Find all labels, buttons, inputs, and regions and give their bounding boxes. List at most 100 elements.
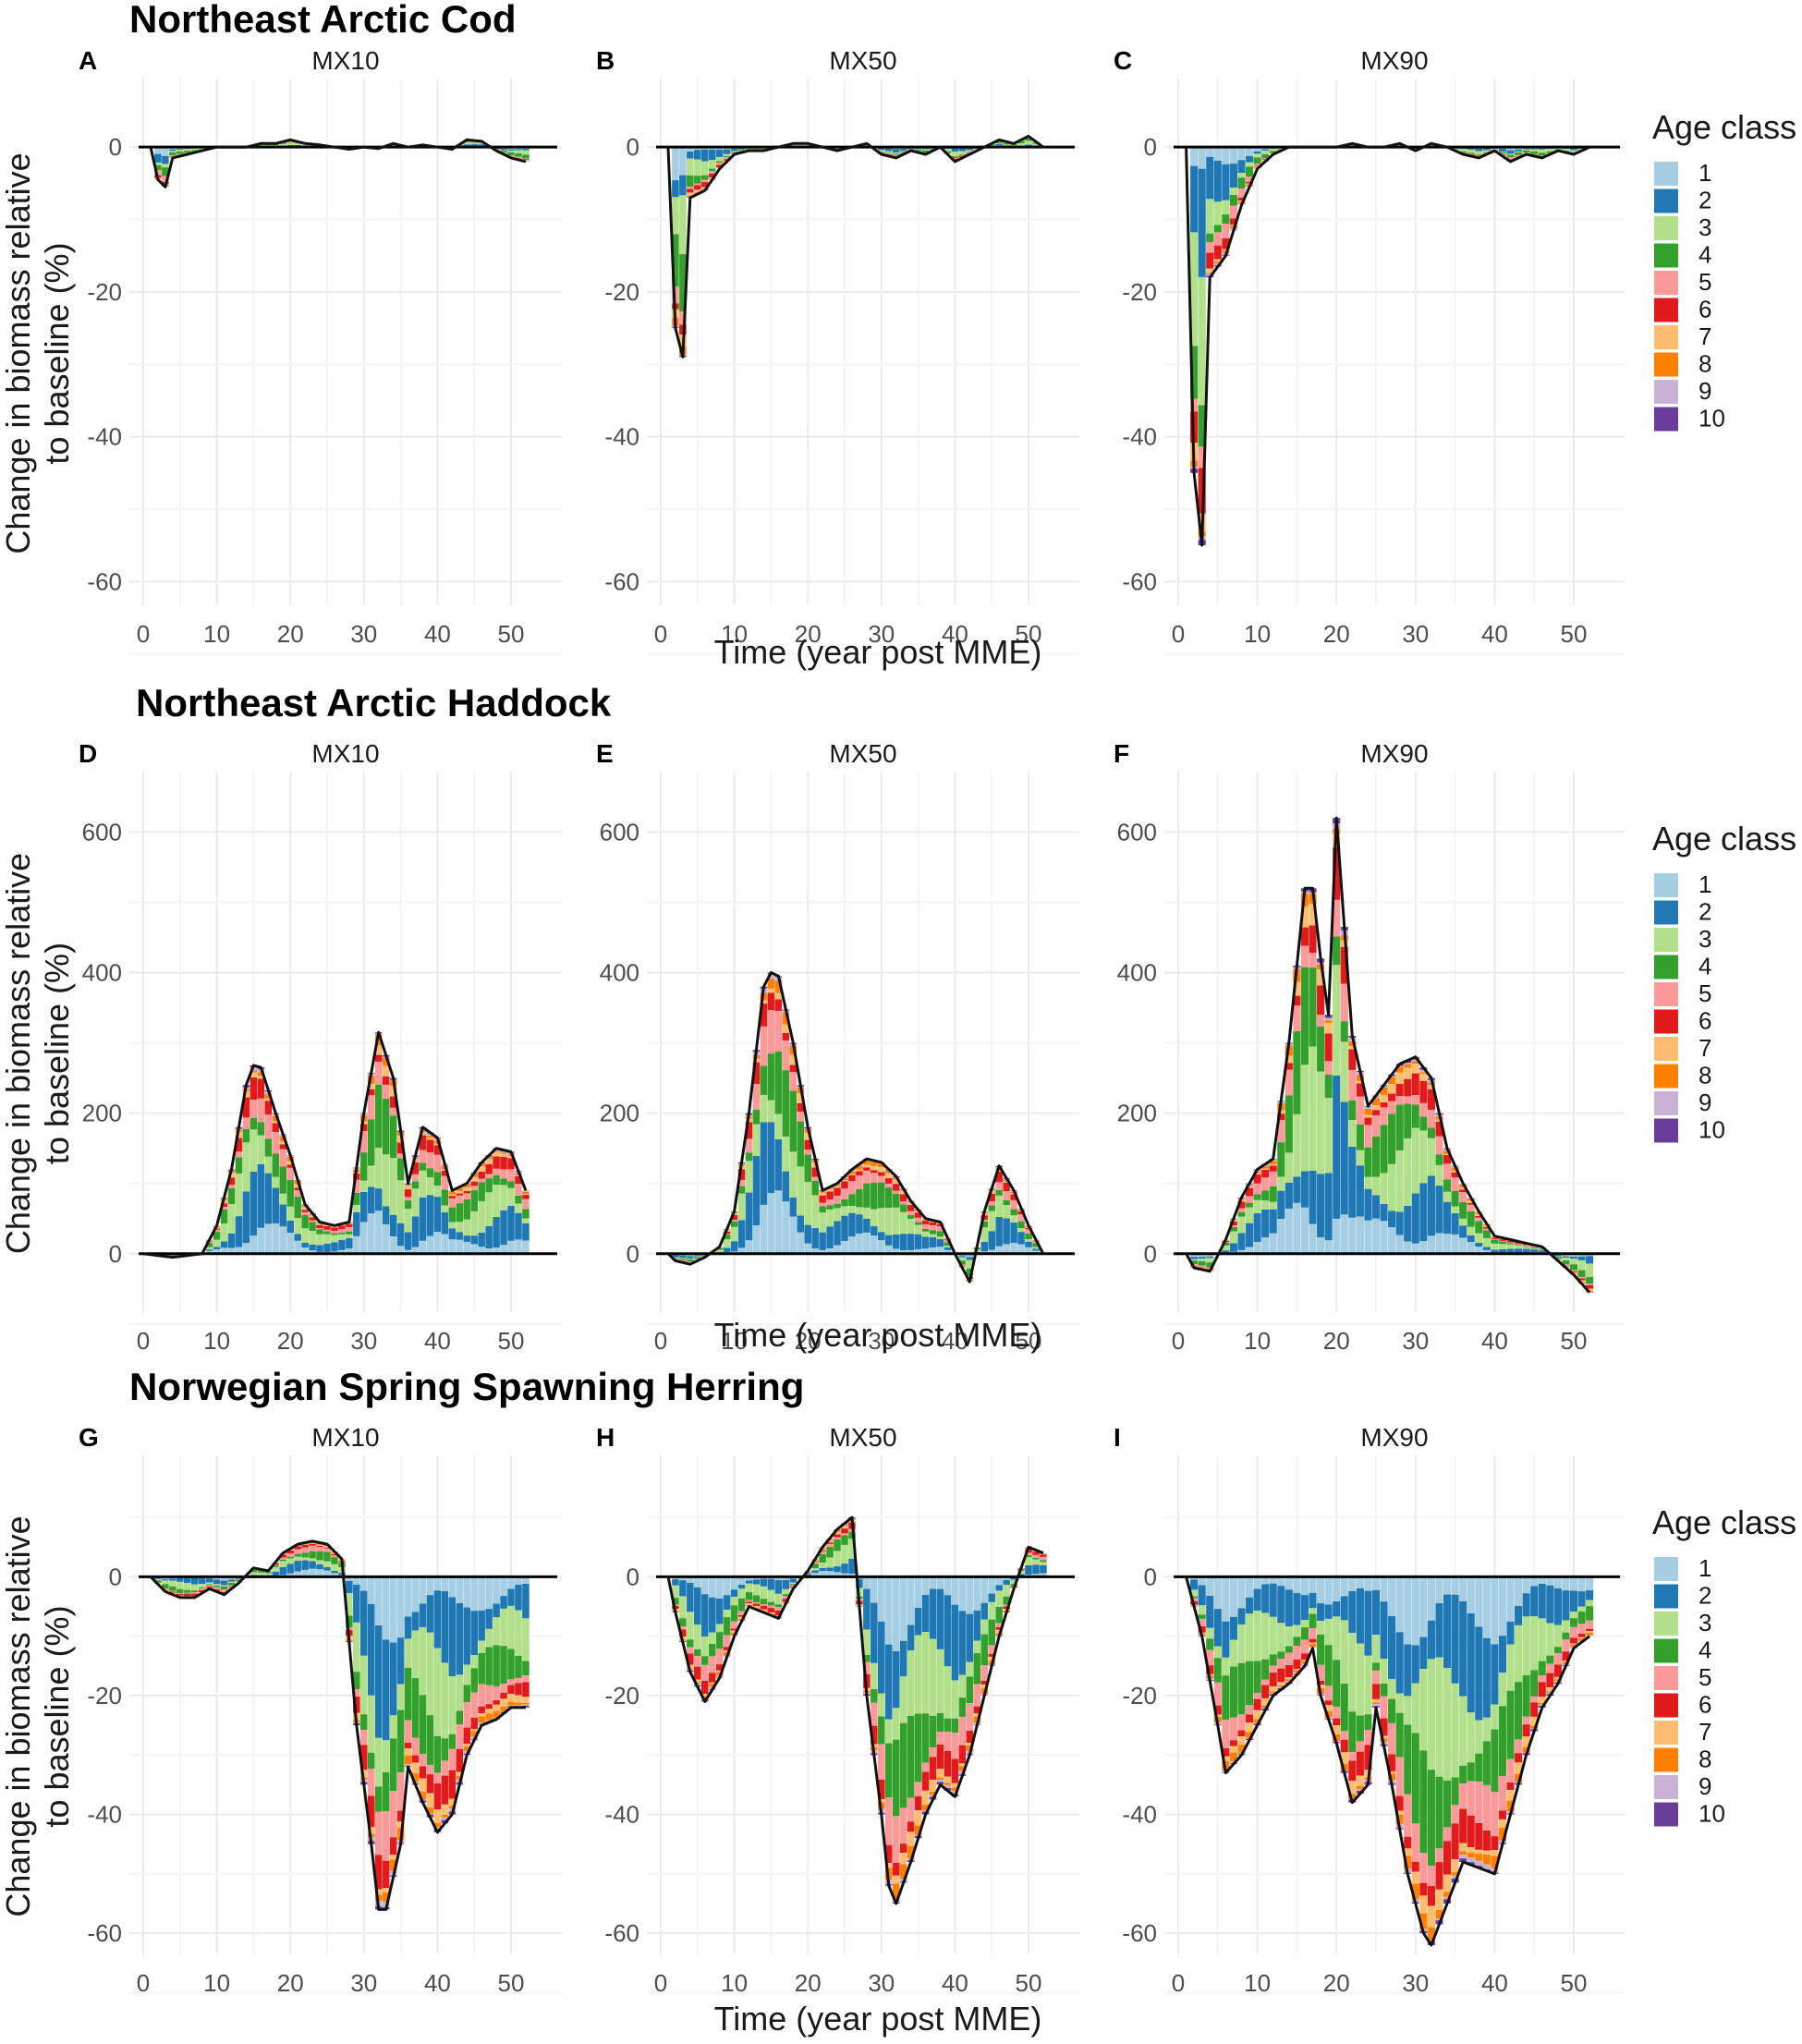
y-tick-label: -40 <box>87 423 122 451</box>
age-bar-segment <box>708 149 716 161</box>
age-bar-segment <box>737 1220 746 1248</box>
age-bar-segment <box>1380 1659 1388 1684</box>
age-bar-segment <box>1293 995 1301 1006</box>
age-bar-segment <box>1309 1643 1317 1648</box>
age-bar-segment <box>500 1169 507 1179</box>
age-bar-segment <box>448 1748 457 1770</box>
age-bar-segment <box>871 1662 878 1690</box>
age-bar-segment <box>411 1678 420 1738</box>
age-bar-segment <box>279 1149 287 1167</box>
age-bar-segment <box>404 1638 412 1668</box>
age-bar-segment <box>507 1187 515 1206</box>
age-bar-segment <box>694 1656 701 1667</box>
age-bar-segment <box>1435 1154 1443 1165</box>
age-bar-segment <box>958 151 967 154</box>
age-bar-segment <box>715 1576 724 1599</box>
age-bar-segment <box>884 1644 893 1720</box>
age-bar-segment <box>1245 1613 1254 1661</box>
age-bar-segment <box>899 1211 907 1235</box>
age-bar-segment <box>507 1205 515 1241</box>
age-bar-segment <box>811 1180 819 1196</box>
age-bar-segment <box>1269 1673 1277 1686</box>
age-bar-segment <box>1356 1751 1364 1776</box>
age-bar-segment <box>396 1709 405 1773</box>
age-bar-segment <box>1348 1146 1357 1218</box>
age-bar-segment <box>715 1632 724 1649</box>
age-bar-segment <box>220 1576 228 1581</box>
age-bar-segment <box>1467 1242 1475 1254</box>
age-bar-segment <box>789 1585 798 1588</box>
age-bar-segment <box>700 161 709 176</box>
age-bar-segment <box>1530 1576 1539 1587</box>
age-bar-segment <box>804 1182 811 1225</box>
age-bar-segment <box>1395 144 1404 146</box>
row-title: Norwegian Spring Spawning Herring <box>129 1365 804 1408</box>
age-bar-segment <box>1269 1186 1277 1202</box>
age-bar-segment <box>1198 1625 1206 1633</box>
age-bar-segment <box>264 1156 273 1174</box>
x-tick-label: 30 <box>1402 620 1429 648</box>
age-bar-segment <box>515 1655 522 1678</box>
age-bar-segment <box>745 1576 753 1581</box>
age-bar-segment <box>346 1248 353 1254</box>
age-bar-segment <box>892 154 900 157</box>
age-bar-segment <box>1261 1177 1270 1191</box>
age-bar-segment <box>789 144 798 146</box>
age-bar-segment <box>198 1589 206 1592</box>
age-bar-segment <box>1340 1101 1348 1215</box>
age-bar-segment <box>752 1602 761 1604</box>
age-bar-segment <box>1553 1576 1562 1588</box>
legend-swatch <box>1654 873 1678 897</box>
age-bar-segment <box>1506 157 1515 160</box>
age-bar-segment <box>1277 1219 1285 1254</box>
age-bar-segment <box>331 1233 338 1235</box>
age-bar-segment <box>522 1675 530 1683</box>
age-bar-segment <box>1032 1559 1040 1565</box>
age-bar-segment <box>1482 150 1491 152</box>
age-bar-segment <box>694 183 701 186</box>
age-bar-segment <box>914 1217 922 1223</box>
age-bar-segment <box>966 1743 974 1746</box>
age-bar-segment <box>1025 1229 1032 1234</box>
age-bar-segment <box>294 1234 301 1241</box>
age-bar-segment <box>834 148 841 150</box>
age-bar-segment <box>1530 1696 1539 1703</box>
age-bar-segment <box>672 1585 679 1599</box>
age-bar-segment <box>715 1598 724 1624</box>
age-bar-segment <box>1451 148 1459 150</box>
age-bar-segment <box>404 1667 412 1721</box>
age-bar-segment <box>1427 1620 1435 1660</box>
age-bar-segment <box>973 1684 981 1707</box>
age-bar-segment <box>1277 1120 1285 1143</box>
age-bar-segment <box>1427 1770 1435 1867</box>
age-bar-segment <box>1237 1736 1246 1746</box>
age-bar-segment <box>1482 1226 1491 1229</box>
age-bar-segment <box>331 1227 338 1232</box>
age-bar-segment <box>1213 245 1222 260</box>
age-bar-segment <box>242 1128 250 1143</box>
legend-label: 6 <box>1699 1691 1711 1719</box>
age-bar-segment <box>360 1590 368 1656</box>
age-bar-segment <box>797 1102 805 1112</box>
age-bar-segment <box>1419 1072 1428 1075</box>
age-bar-segment <box>286 1206 294 1221</box>
age-bar-segment <box>995 1195 1003 1217</box>
age-bar-segment <box>500 148 507 151</box>
x-tick-label: 40 <box>1481 620 1508 648</box>
age-bar-segment <box>360 1124 368 1132</box>
age-bar-segment <box>1190 1257 1199 1259</box>
age-bar-segment <box>1435 1848 1443 1863</box>
age-bar-segment <box>183 1589 191 1593</box>
age-bar-segment <box>863 1629 871 1655</box>
age-bar-segment <box>672 1254 679 1258</box>
age-bar-segment <box>389 1096 397 1108</box>
y-tick-label: -20 <box>1122 1682 1157 1709</box>
age-bar-segment <box>220 1203 228 1208</box>
age-bar-segment <box>1040 1560 1047 1563</box>
x-tick-label: 20 <box>795 620 822 648</box>
age-bar-segment <box>411 1755 420 1763</box>
x-tick-label: 20 <box>277 1969 304 1997</box>
age-bar-segment <box>1475 1576 1483 1627</box>
legend-swatch <box>1654 955 1678 979</box>
age-bar-segment <box>1261 1697 1270 1706</box>
